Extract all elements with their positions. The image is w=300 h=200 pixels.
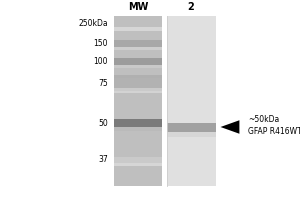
Text: 150: 150 xyxy=(94,38,108,47)
Bar xyxy=(114,40,162,46)
Text: 50: 50 xyxy=(98,118,108,128)
Bar xyxy=(114,78,162,88)
Polygon shape xyxy=(220,120,239,134)
Text: MW: MW xyxy=(128,2,148,12)
Bar xyxy=(114,127,162,131)
Text: 75: 75 xyxy=(98,78,108,88)
Bar xyxy=(114,119,162,127)
Text: 37: 37 xyxy=(98,156,108,164)
Bar xyxy=(114,16,162,186)
Bar xyxy=(114,75,162,91)
Bar xyxy=(114,163,162,166)
Bar xyxy=(114,64,162,68)
Text: 2: 2 xyxy=(187,2,194,12)
Bar xyxy=(114,46,162,50)
Bar xyxy=(114,157,162,163)
Text: GFAP R416WT: GFAP R416WT xyxy=(248,127,300,136)
Bar xyxy=(167,132,216,137)
Bar xyxy=(114,58,162,64)
Bar xyxy=(167,16,216,186)
Bar xyxy=(114,19,162,27)
Bar xyxy=(114,27,162,31)
Text: 100: 100 xyxy=(94,56,108,66)
Text: ~50kDa: ~50kDa xyxy=(248,116,280,124)
Bar xyxy=(114,88,162,93)
Text: 250kDa: 250kDa xyxy=(78,19,108,27)
Bar xyxy=(167,122,216,132)
